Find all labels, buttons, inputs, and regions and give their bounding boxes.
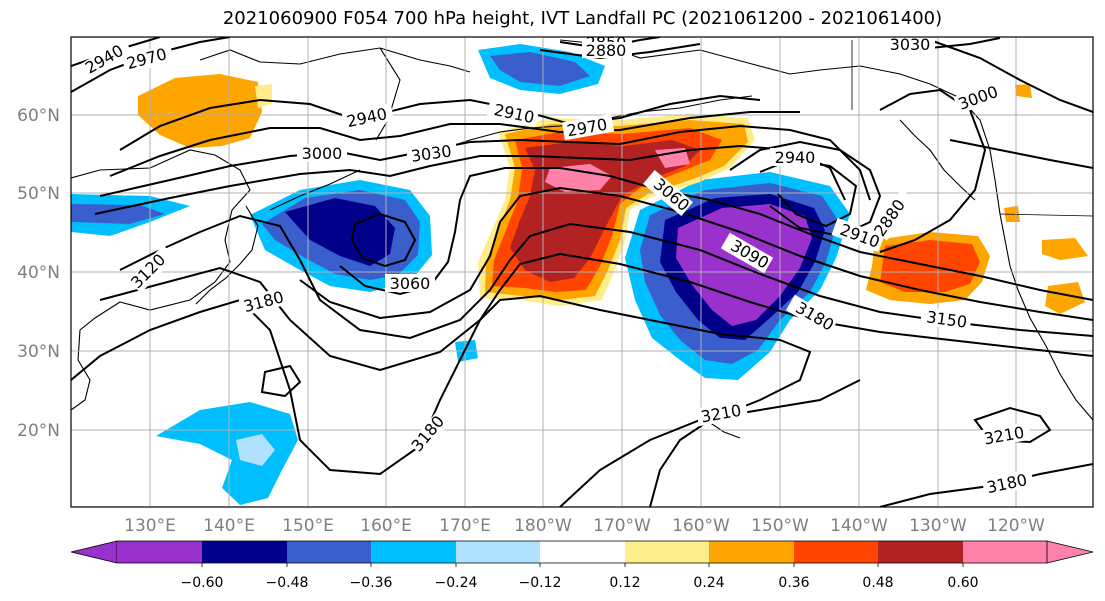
lat-label: 30°N	[17, 342, 60, 362]
contour-label: 2940	[775, 148, 816, 167]
colorbar-tick: 0.12	[609, 575, 640, 591]
contour-label: 3030	[890, 35, 931, 54]
coast-japan	[195, 205, 259, 305]
lon-label: 130°W	[909, 516, 967, 536]
lon-label: 170°W	[593, 516, 651, 536]
contour-3150	[99, 252, 1093, 372]
colorbar-segment	[70, 540, 118, 564]
colorbar-segment	[794, 541, 878, 563]
colorbar-tick: −0.60	[181, 575, 224, 591]
colorbar-tick: −0.24	[435, 575, 478, 591]
map-frame	[70, 36, 1094, 508]
lon-label: 150°W	[751, 516, 809, 536]
contour-3000-ne	[929, 39, 1093, 113]
coast-kurils	[269, 169, 361, 211]
colorbar-segment	[1046, 540, 1094, 564]
colorbar-segment	[963, 541, 1047, 563]
contour-label: 2880	[586, 41, 627, 60]
colorbar-tick: −0.48	[266, 575, 309, 591]
contour-3000	[99, 124, 871, 201]
contour-3060-label	[949, 139, 1093, 169]
colorbar-tick: −0.36	[350, 575, 393, 591]
contour-label: 3000	[302, 144, 343, 163]
coast-na-west	[999, 213, 1093, 421]
colorbar-segment	[371, 541, 456, 563]
height-contours	[71, 37, 1093, 507]
contour-label: 3060	[390, 274, 431, 293]
map-title: 2021060900 F054 700 hPa height, IVT Land…	[222, 8, 943, 29]
contour-3120	[119, 214, 1093, 340]
colorbar-tick: 0.60	[947, 575, 978, 591]
lon-label: 130°E	[124, 516, 176, 536]
colorbar: −0.60 −0.48 −0.36 −0.24 −0.12 0.12 0.24 …	[70, 540, 1094, 591]
contour-2940-ne	[729, 140, 882, 238]
lat-label: 60°N	[17, 106, 60, 126]
contour-trough-b	[109, 111, 800, 177]
colorbar-segment	[117, 541, 202, 563]
lon-label: 140°E	[203, 516, 255, 536]
coast-bc-islands	[899, 119, 976, 201]
lat-label: 50°N	[17, 184, 60, 204]
latitude-labels: 60°N 50°N 40°N 30°N 20°N	[17, 106, 60, 441]
gridlines	[71, 37, 1093, 507]
colorbar-segment	[625, 541, 709, 563]
colorbar-tick: 0.24	[693, 575, 724, 591]
lon-label: 160°E	[360, 516, 412, 536]
coast-alaska	[559, 39, 1001, 215]
lon-label: 170°E	[439, 516, 491, 536]
contour-3090	[299, 186, 1093, 321]
colorbar-segment	[878, 541, 963, 563]
colorbar-segment	[287, 541, 371, 563]
colorbar-tick: −0.12	[519, 575, 562, 591]
lon-label: 180°W	[514, 516, 572, 536]
colorbar-segment	[202, 541, 287, 563]
contour-2880-ne	[879, 88, 987, 253]
contour-3180-closed	[260, 364, 302, 398]
contour-trough-a	[119, 94, 761, 151]
colorbar-segment	[709, 541, 794, 563]
lat-label: 40°N	[17, 263, 60, 283]
lon-label: 140°W	[830, 516, 888, 536]
colorbar-segment	[540, 541, 625, 563]
map-panel: 2940 2970 2850 2880 3030 2940 2910 2970 …	[71, 35, 1093, 507]
lon-label: 150°E	[282, 516, 334, 536]
lat-label: 20°N	[17, 421, 60, 441]
lon-label: 160°W	[672, 516, 730, 536]
colorbar-segment	[456, 541, 540, 563]
contour-low-inner	[350, 212, 417, 268]
lon-label: 120°W	[987, 516, 1045, 536]
neg-region-subtropical	[156, 402, 298, 505]
colorbar-tick: 0.36	[778, 575, 809, 591]
longitude-labels: 130°E 140°E 150°E 160°E 170°E 180°W 170°…	[124, 516, 1045, 536]
colorbar-tick: 0.48	[862, 575, 893, 591]
coast-kamchatka	[199, 47, 471, 141]
